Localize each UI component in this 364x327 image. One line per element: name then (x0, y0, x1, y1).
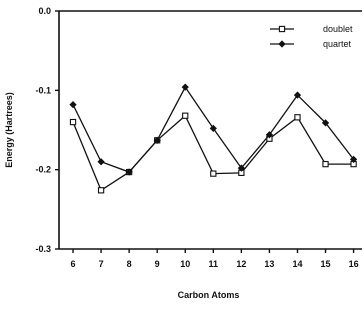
x-tick-label: 6 (71, 259, 76, 269)
plot-frame (58, 10, 362, 250)
y-tick-label: -0.2 (35, 165, 51, 175)
legend: doublet quartet (270, 24, 353, 49)
quartet-point (237, 164, 245, 172)
x-tick-label: 15 (321, 259, 331, 269)
quartet-point (265, 131, 274, 139)
y-tick-label: -0.1 (35, 85, 51, 95)
doublet-point (322, 160, 329, 168)
x-tick-label: 16 (349, 259, 359, 269)
y-axis-ticks: 0.0 -0.1 -0.2 -0.3 (35, 6, 59, 254)
doublet-point (294, 114, 301, 121)
x-tick-label: 9 (155, 259, 160, 269)
x-tick-label: 10 (180, 259, 190, 269)
x-axis-title: Carbon Atoms (178, 290, 240, 300)
x-tick-label: 8 (127, 259, 132, 269)
quartet-point (153, 136, 161, 144)
x-tick-label: 14 (292, 259, 302, 269)
quartet-point (349, 155, 358, 163)
quartet-point (321, 119, 330, 127)
quartet-point (69, 100, 77, 109)
legend-label: quartet (323, 39, 352, 49)
x-tick-label: 13 (264, 259, 274, 269)
quartet-point (97, 158, 105, 166)
series-quartet (69, 83, 358, 176)
legend-item-doublet: doublet (270, 24, 353, 34)
x-axis-ticks: 6 7 8 9 10 11 12 13 14 15 16 (71, 249, 359, 269)
x-tick-label: 11 (209, 259, 219, 269)
doublet-point (182, 112, 189, 119)
y-axis-title: Energy (Hartrees) (4, 92, 14, 168)
y-tick-label: 0.0 (38, 6, 51, 16)
legend-label: doublet (323, 24, 353, 34)
doublet-point (97, 187, 105, 194)
y-tick-label: -0.3 (35, 244, 51, 254)
quartet-point (125, 168, 133, 176)
series-layer (69, 83, 358, 194)
doublet-point (210, 170, 217, 177)
legend-item-quartet: quartet (270, 39, 352, 49)
legend-marker (278, 25, 286, 33)
legend-marker (278, 40, 286, 48)
quartet-point (209, 124, 217, 133)
doublet-point (69, 118, 77, 126)
quartet-point (293, 91, 302, 99)
x-tick-label: 12 (236, 259, 246, 269)
x-tick-label: 7 (99, 259, 104, 269)
quartet-point (181, 83, 189, 91)
